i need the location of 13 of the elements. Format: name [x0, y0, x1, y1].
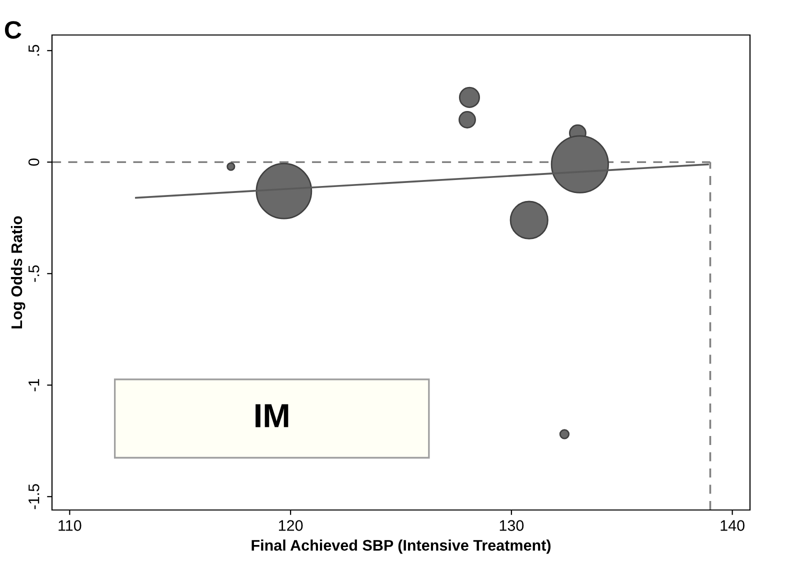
x-axis-title: Final Achieved SBP (Intensive Treatment)	[252, 540, 551, 554]
x-tick-label: 110	[58, 520, 82, 531]
y-tick-label: -1	[28, 379, 40, 392]
y-tick-label: .5	[28, 44, 40, 56]
y-tick-label: -.5	[28, 265, 40, 282]
annotation: IM	[256, 404, 288, 428]
chart-title: C	[4, 21, 22, 39]
y-axis-title: Log Odds Ratio	[10, 216, 26, 328]
y-tick-label: -1.5	[28, 484, 40, 510]
x-tick-label: 130	[500, 520, 524, 531]
y-tick-label: 0	[28, 158, 40, 166]
x-tick-label: 140	[720, 520, 744, 531]
x-tick-label: 120	[278, 520, 303, 531]
